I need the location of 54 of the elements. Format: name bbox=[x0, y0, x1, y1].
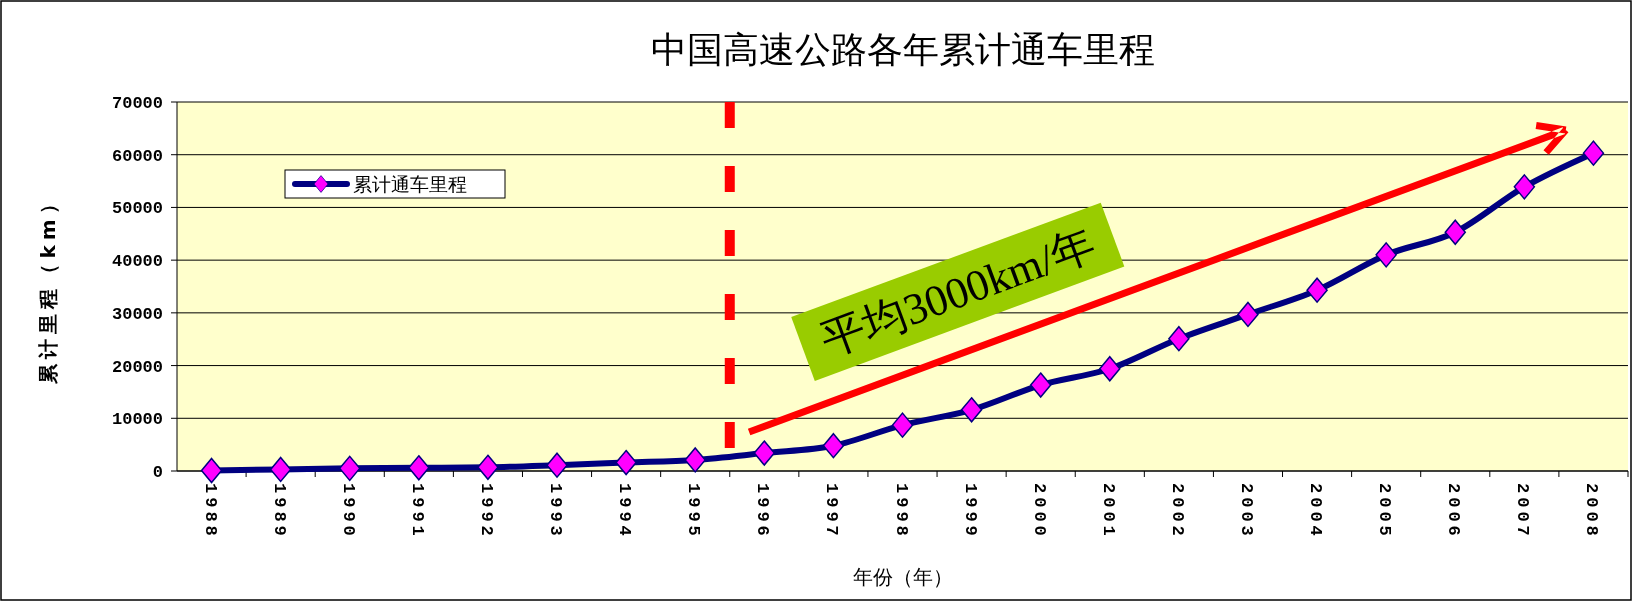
point bbox=[408, 455, 430, 481]
x-tick-label: 1992 bbox=[476, 483, 496, 540]
x-tick-label: 1997 bbox=[822, 483, 842, 540]
point bbox=[1099, 355, 1121, 382]
x-tick-label: 1991 bbox=[407, 483, 427, 540]
x-tick-label: 2005 bbox=[1375, 483, 1395, 540]
x-tick-label: 1998 bbox=[891, 483, 911, 540]
point bbox=[615, 449, 637, 476]
point bbox=[1513, 174, 1536, 200]
legend-label: 累计通车里程 bbox=[353, 172, 467, 195]
x-tick-label: 2000 bbox=[1029, 483, 1049, 540]
x-tick-label: 2004 bbox=[1306, 483, 1326, 540]
x-tick-label: 2001 bbox=[1098, 483, 1118, 540]
point bbox=[1237, 301, 1259, 328]
y-tick-label: 50000 bbox=[111, 199, 163, 219]
x-tick-label: 1999 bbox=[960, 483, 980, 540]
x-tick-label: 1989 bbox=[269, 483, 289, 540]
point bbox=[546, 452, 568, 478]
point bbox=[1444, 219, 1467, 245]
point bbox=[960, 397, 983, 423]
chart-title: 中国高速公路各年累计通车里程 bbox=[650, 29, 1155, 70]
x-tick-label: 1994 bbox=[615, 483, 635, 540]
y-tick-label: 30000 bbox=[111, 304, 163, 324]
x-tick-label: 1990 bbox=[338, 483, 358, 540]
y-tick-label: 10000 bbox=[111, 410, 163, 430]
x-tick-label: 1988 bbox=[200, 483, 220, 540]
y-tick-label: 40000 bbox=[111, 252, 163, 272]
point bbox=[1168, 325, 1190, 352]
point bbox=[200, 457, 223, 484]
point bbox=[338, 455, 361, 482]
point bbox=[477, 454, 499, 481]
point bbox=[753, 440, 776, 466]
y-tick-label: 60000 bbox=[111, 146, 163, 166]
point bbox=[1375, 242, 1397, 268]
x-axis-title: 年份（年） bbox=[852, 565, 953, 589]
point bbox=[1306, 277, 1328, 303]
y-tick-label: 20000 bbox=[111, 357, 163, 377]
x-tick-label: 1996 bbox=[753, 483, 773, 540]
y-tick-label: 70000 bbox=[111, 93, 163, 113]
point bbox=[822, 432, 845, 459]
y-axis-title: 累计里程（km） bbox=[36, 189, 60, 385]
x-tick-label: 2006 bbox=[1444, 483, 1464, 540]
y-tick-label: 0 bbox=[152, 462, 163, 482]
point bbox=[684, 447, 706, 473]
x-tick-label: 2002 bbox=[1167, 483, 1187, 540]
point bbox=[891, 412, 914, 438]
point bbox=[1582, 140, 1605, 166]
x-tick-label: 1993 bbox=[546, 483, 566, 540]
point bbox=[269, 456, 292, 483]
x-tick-label: 1995 bbox=[684, 483, 704, 540]
point bbox=[1029, 372, 1052, 398]
x-tick-label: 2003 bbox=[1237, 483, 1257, 540]
x-tick-label: 2008 bbox=[1582, 483, 1602, 540]
x-tick-label: 2007 bbox=[1513, 483, 1533, 540]
